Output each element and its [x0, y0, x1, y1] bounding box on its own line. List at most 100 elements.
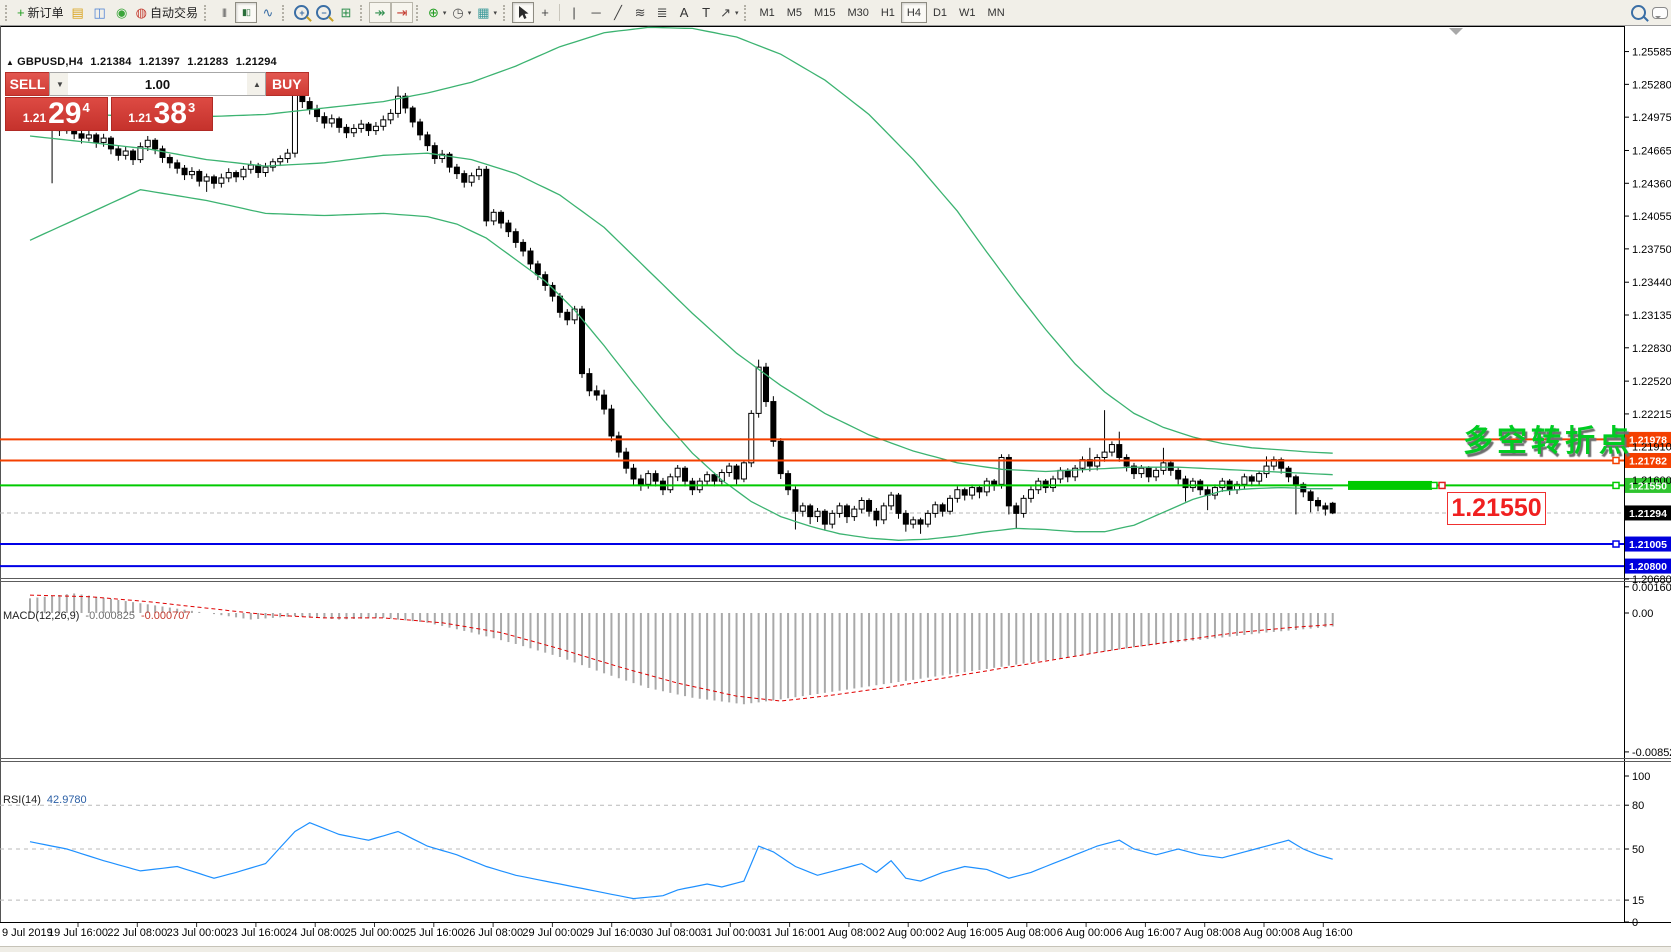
templates-icon: ▦	[477, 5, 490, 20]
rsi-axis-tick: 50	[1632, 844, 1644, 856]
search-icon	[1630, 5, 1646, 20]
main-price-pane[interactable]	[0, 26, 1624, 568]
toolbar-grip	[5, 4, 11, 21]
indicators-button[interactable]: ⊕ ▾	[425, 2, 449, 23]
line-selection-marker[interactable]	[1612, 540, 1620, 548]
bar-chart-button[interactable]: |||	[213, 2, 235, 23]
text-label-button[interactable]: T	[695, 2, 717, 23]
line-chart-button[interactable]: ∿	[257, 2, 279, 23]
sell-button[interactable]: SELL	[5, 72, 49, 96]
auto-trading-button[interactable]: ◍ 自动交易	[133, 2, 201, 23]
timeframe-m1-button[interactable]: M1	[753, 2, 780, 23]
equidistant-channel-button[interactable]: ≋	[629, 2, 651, 23]
price-badge	[1625, 505, 1671, 521]
vertical-line-button[interactable]: |	[563, 2, 585, 23]
indicators-dropdown-arrow[interactable]: ▾	[442, 9, 447, 17]
periods-dropdown-arrow[interactable]: ▾	[467, 9, 472, 17]
timeframe-m5-button[interactable]: M5	[781, 2, 808, 23]
hline-1.21782[interactable]	[0, 456, 1624, 465]
candlestick-chart-icon: ▮▯	[242, 7, 251, 17]
line-selection-marker[interactable]	[1612, 456, 1620, 465]
turning-point-annotation[interactable]: 多空转折点	[1463, 425, 1633, 458]
toolbar-grip	[281, 4, 288, 21]
toolbar-grip	[503, 4, 509, 21]
chart-window[interactable]: 1.25585 1.25280 1.24975 1.24665 1.24360 1.240…	[0, 26, 1671, 951]
chart-canvas[interactable]: 1.25585 1.25280 1.24975 1.24665 1.24360 1.240…	[0, 26, 1671, 951]
timeframe-mn-button[interactable]: MN	[982, 2, 1011, 23]
fibonacci-button[interactable]: ≣	[651, 2, 673, 23]
price-axis-tick: 1.21600	[1632, 475, 1671, 487]
timeframe-m30-button[interactable]: M30	[841, 2, 874, 23]
trendline-button[interactable]: ╱	[607, 2, 629, 23]
time-axis-label: 31 Jul 16:00	[760, 927, 820, 939]
history-book-icon: ▤	[71, 5, 84, 20]
price-axis-tick: 1.22830	[1632, 343, 1671, 355]
cursor-button[interactable]	[512, 2, 535, 23]
price-axis-tick: 1.23440	[1632, 277, 1671, 289]
hline-1.2155[interactable]	[0, 480, 1624, 490]
auto-scroll-button[interactable]: ↠	[368, 2, 391, 23]
text-button[interactable]: A	[673, 2, 695, 23]
chat-button[interactable]	[1649, 2, 1671, 23]
price-badge-text: 1.21978	[1629, 434, 1667, 446]
history-book-button[interactable]: ▤	[67, 2, 89, 23]
time-axis[interactable]	[77, 923, 1324, 927]
buy-button[interactable]: BUY	[266, 72, 309, 96]
arrows-dropdown-arrow[interactable]: ▾	[734, 9, 739, 17]
timeframe-m15-button[interactable]: M15	[808, 2, 841, 23]
market-chart-icon: ◫	[93, 5, 106, 20]
rsi-pane[interactable]	[0, 804, 1624, 901]
new-order-icon: +	[17, 5, 25, 20]
volume-increase-button[interactable]: ▲	[247, 73, 265, 95]
templates-button[interactable]: ▦ ▾	[474, 2, 500, 23]
sell-price-button[interactable]: 1.21 29 4	[5, 97, 108, 131]
signal-button[interactable]: ◉	[111, 2, 133, 23]
candlestick-chart-button[interactable]: ▮▯	[234, 2, 257, 23]
time-axis-label: 26 Jul 08:00	[463, 927, 523, 939]
volume-decrease-button[interactable]: ▼	[50, 73, 68, 95]
line-selection-marker[interactable]	[1430, 481, 1438, 490]
price-axis-tick: 1.21910	[1632, 442, 1671, 454]
horizontal-line-button[interactable]: ─	[585, 2, 607, 23]
price-axis-tick: 1.23135	[1632, 310, 1671, 322]
time-axis-label: 19 Jul 16:00	[48, 927, 108, 939]
time-axis-label: 6 Aug 16:00	[1116, 927, 1175, 939]
bollinger-upper-band	[29, 26, 1333, 454]
arrows-button[interactable]: ↗ ▾	[717, 2, 741, 23]
periods-button[interactable]: ◷ ▾	[449, 2, 474, 23]
templates-dropdown-arrow[interactable]: ▾	[493, 9, 498, 17]
zoom-in-button[interactable]: +	[291, 2, 313, 23]
price-badge-text: 1.21005	[1629, 539, 1667, 551]
volume-input[interactable]	[68, 73, 247, 95]
macd-pane[interactable]	[29, 593, 1334, 705]
rsi-axis-tick: 80	[1632, 800, 1644, 812]
timeframe-w1-button[interactable]: W1	[953, 2, 982, 23]
new-order-label: 新订单	[27, 6, 64, 20]
timeframe-h1-button[interactable]: H1	[875, 2, 901, 23]
price-axis-tick: 1.25280	[1632, 79, 1671, 91]
price-axis-tick: 1.24055	[1632, 211, 1671, 223]
one-click-collapse-arrow[interactable]: ▲	[6, 58, 15, 67]
crosshair-button[interactable]: +	[534, 2, 556, 23]
price-axis[interactable]	[1624, 51, 1671, 923]
time-axis-label: 2 Aug 16:00	[938, 927, 997, 939]
time-axis-label: 6 Aug 00:00	[1057, 927, 1116, 939]
toolbar-grip	[203, 4, 210, 21]
tile-windows-button[interactable]: ⊞	[335, 2, 357, 23]
shift-end-button[interactable]: ⇥	[390, 2, 413, 23]
price-level-label[interactable]: 1.21550	[1447, 492, 1546, 525]
zoom-out-button[interactable]: −	[313, 2, 335, 23]
label-anchor-marker[interactable]	[1438, 481, 1446, 490]
line-selection-marker[interactable]	[1612, 481, 1620, 490]
hline-1.21005[interactable]	[0, 540, 1624, 548]
timeframe-h4-button[interactable]: H4	[900, 2, 927, 23]
market-chart-button[interactable]: ◫	[89, 2, 111, 23]
timeframe-d1-button[interactable]: D1	[927, 2, 953, 23]
ohlc-high: 1.21397	[138, 56, 180, 68]
buy-price-button[interactable]: 1.21 38 3	[110, 97, 213, 131]
symbol-title: ▲ GBPUSD,H4 1.21384 1.21397 1.21283 1.212…	[6, 56, 281, 68]
time-axis-label: 30 Jul 08:00	[641, 927, 701, 939]
search-button[interactable]	[1627, 2, 1649, 23]
price-axis-tick: 1.25585	[1632, 47, 1671, 59]
new-order-button[interactable]: + 新订单	[14, 2, 67, 23]
